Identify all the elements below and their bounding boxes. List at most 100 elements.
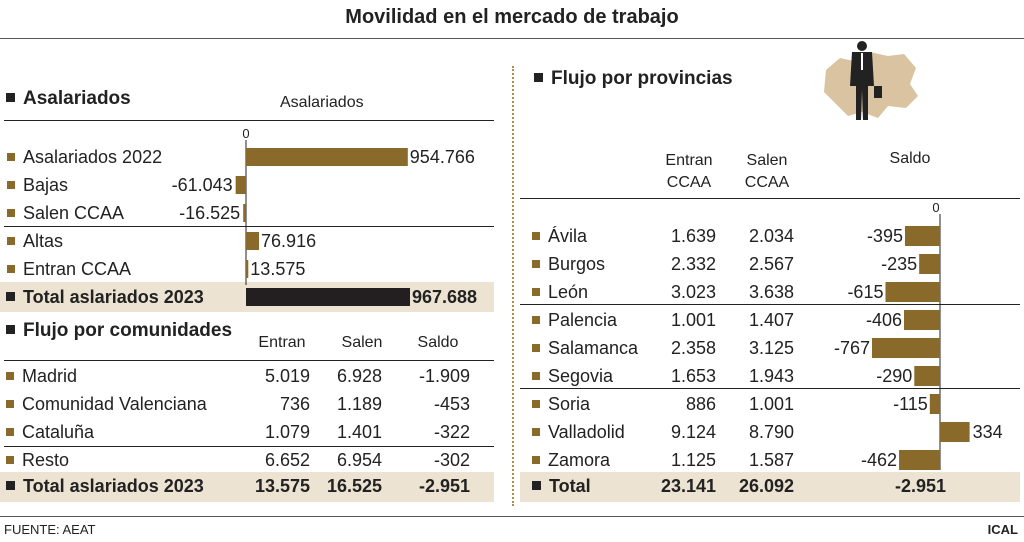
total-saldo: -2.951: [418, 476, 470, 496]
row-salen: 8.790: [748, 422, 794, 442]
bar: [914, 366, 940, 386]
row-salen: 1.587: [748, 450, 794, 470]
bar: [904, 310, 940, 330]
square-bullet-icon: [7, 209, 15, 217]
data-label: -767: [834, 338, 870, 358]
provincias-heading: Flujo por provincias: [534, 68, 733, 90]
bar: [246, 148, 408, 166]
comunidades-total-band: [0, 472, 494, 502]
row-name: Burgos: [548, 254, 606, 274]
data-label: -395: [867, 226, 903, 246]
row-salen: 6.954: [336, 450, 382, 470]
category-label: Altas: [7, 231, 63, 251]
square-bullet-icon: [7, 237, 15, 245]
row-name: Madrid: [22, 366, 78, 386]
section-separator: [512, 66, 514, 506]
data-label: -615: [847, 282, 883, 302]
data-label: 76.916: [261, 231, 316, 251]
square-bullet-icon: [532, 400, 540, 408]
row-name: Total: [549, 476, 591, 496]
data-label: 954.766: [410, 147, 475, 167]
bar: [243, 204, 246, 222]
row-saldo: -322: [433, 422, 470, 442]
square-bullet-icon: [532, 288, 540, 296]
category-label: Bajas: [7, 175, 68, 195]
row-salen: 1.401: [336, 422, 382, 442]
comunidades-header-saldo: Saldo: [417, 334, 459, 351]
square-bullet-icon: [6, 292, 15, 301]
row-name: Salamanca: [548, 338, 639, 358]
row-entran: 6.652: [264, 450, 310, 470]
bar: [940, 422, 970, 442]
row-saldo: -302: [433, 450, 470, 470]
square-bullet-icon: [532, 232, 540, 240]
row-salen: 1.189: [336, 394, 382, 414]
footer-brand: ICAL: [987, 522, 1018, 537]
data-label: -61.043: [172, 175, 233, 195]
row-entran: 736: [279, 394, 310, 414]
row-salen: 6.928: [336, 366, 382, 386]
row-entran: 1.639: [670, 226, 716, 246]
row-name: Ávila: [548, 226, 588, 246]
square-bullet-icon: [6, 400, 14, 408]
total-salen: 16.525: [326, 476, 382, 496]
total-text: Total aslariados 2023: [23, 287, 204, 307]
total-saldo: -2.951: [894, 476, 946, 496]
title-divider: [0, 38, 1024, 39]
row-entran: 1.001: [670, 310, 716, 330]
comunidades-top-rule: [4, 360, 494, 361]
row-name: Comunidad Valenciana: [22, 394, 207, 414]
row-entran: 3.023: [670, 282, 716, 302]
bar: [246, 232, 260, 250]
category-text: Bajas: [23, 175, 68, 195]
square-bullet-icon: [6, 372, 14, 380]
row-salen: 1.407: [748, 310, 794, 330]
category-label: Entran CCAA: [7, 259, 131, 279]
row-salen: 2.567: [748, 254, 794, 274]
asalariados-mid-rule: [4, 226, 494, 227]
bar: [929, 394, 940, 414]
row-salen: 2.034: [748, 226, 794, 246]
row-entran: 9.124: [670, 422, 716, 442]
square-bullet-icon: [532, 260, 540, 268]
saldo-chart: 0 -395 -235 -615 -406 -767 -290 -115 334 -462: [834, 200, 1003, 470]
square-bullet-icon: [532, 372, 540, 380]
bar: [235, 176, 246, 194]
bar: [904, 226, 940, 246]
square-bullet-icon: [7, 153, 15, 161]
category-text: Altas: [23, 231, 63, 251]
asalariados-heading: Asalariados: [6, 88, 131, 110]
provincias-header-entran: Entran CCAA: [665, 152, 713, 191]
row-name: Soria: [548, 394, 591, 414]
data-label: -115: [893, 394, 928, 414]
data-label: 967.688: [412, 287, 477, 307]
row-entran: 1.653: [670, 366, 716, 386]
total-label: Total aslariados 2023: [6, 287, 204, 307]
row-salen: 1.001: [748, 394, 794, 414]
row-entran: 1.079: [264, 422, 310, 442]
row-name: Total aslariados 2023: [23, 476, 204, 496]
row-saldo: -1.909: [418, 366, 470, 386]
bar: [899, 450, 940, 470]
data-label: -235: [881, 254, 917, 274]
row-name: Zamora: [548, 450, 611, 470]
asalariados-chart-title: Asalariados: [280, 94, 364, 111]
row-salen: 1.943: [748, 366, 794, 386]
bar: [919, 254, 940, 274]
square-bullet-icon: [7, 181, 15, 189]
total-entran: 13.575: [254, 476, 310, 496]
square-bullet-icon: [532, 344, 540, 352]
square-bullet-icon: [534, 73, 543, 82]
provincias-total-band: [520, 472, 1020, 502]
data-label: 13.575: [250, 259, 305, 279]
page-title: Movilidad en el mercado de trabajo: [345, 6, 679, 28]
zero-label: 0: [932, 200, 939, 215]
square-bullet-icon: [532, 428, 540, 436]
category-text: Salen CCAA: [23, 203, 124, 223]
square-bullet-icon: [6, 456, 14, 464]
category-text: Entran CCAA: [23, 259, 131, 279]
bar: [885, 282, 940, 302]
footer-rule: [0, 516, 1024, 517]
square-bullet-icon: [6, 481, 15, 490]
total-salen: 26.092: [738, 476, 794, 496]
